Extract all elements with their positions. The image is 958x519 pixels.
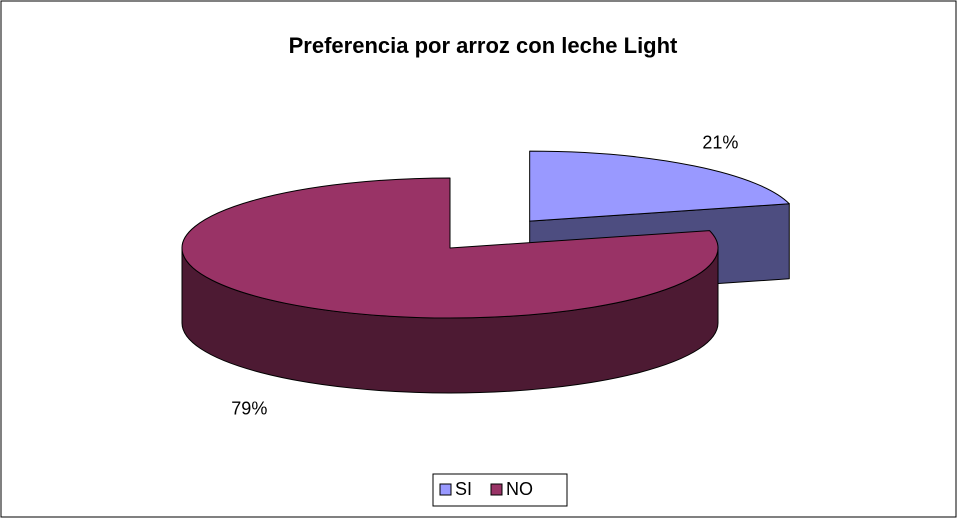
data-label: 21% — [702, 132, 738, 152]
legend-swatch — [490, 483, 503, 496]
legend-label: NO — [506, 479, 533, 499]
legend-label: SI — [455, 479, 472, 499]
data-label: 79% — [231, 399, 267, 419]
slice — [181, 177, 719, 319]
slice — [529, 150, 790, 222]
legend-swatch — [439, 483, 452, 496]
chart-title: Preferencia por arroz con leche Light — [289, 33, 678, 58]
